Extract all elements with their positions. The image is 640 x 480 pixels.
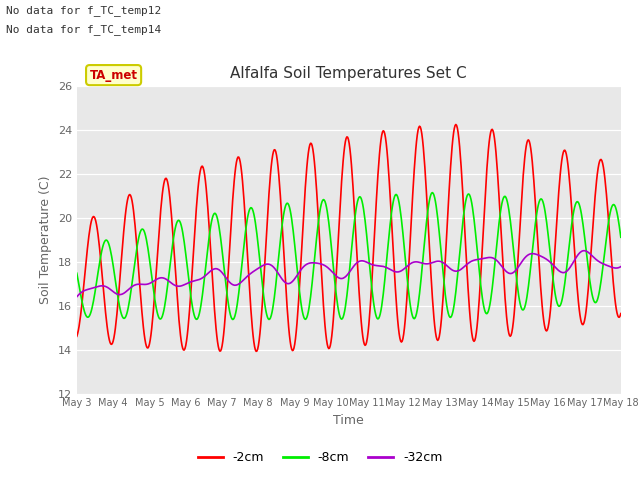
Legend: -2cm, -8cm, -32cm: -2cm, -8cm, -32cm (193, 446, 447, 469)
Title: Alfalfa Soil Temperatures Set C: Alfalfa Soil Temperatures Set C (230, 66, 467, 81)
Text: No data for f_TC_temp14: No data for f_TC_temp14 (6, 24, 162, 35)
Text: No data for f_TC_temp12: No data for f_TC_temp12 (6, 5, 162, 16)
Text: TA_met: TA_met (90, 69, 138, 82)
Y-axis label: Soil Temperature (C): Soil Temperature (C) (39, 176, 52, 304)
X-axis label: Time: Time (333, 414, 364, 427)
